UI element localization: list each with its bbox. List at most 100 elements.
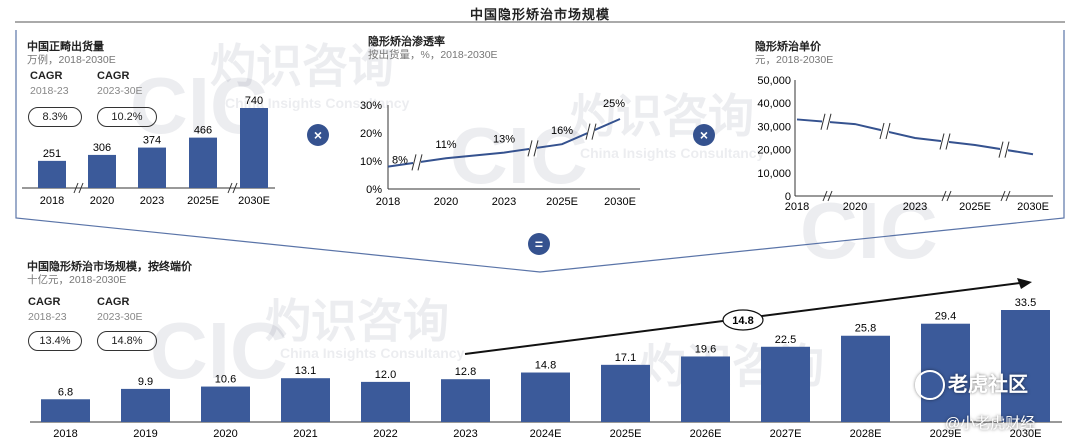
bar — [681, 356, 730, 422]
bar — [121, 388, 170, 422]
data-label: 6.8 — [58, 386, 73, 398]
line-break — [939, 133, 945, 150]
market-subtitle: 十亿元，2018-2030E — [27, 274, 127, 286]
x-tick-label: 2023 — [492, 196, 516, 208]
axis-break — [73, 182, 79, 194]
x-tick-label: 2020 — [90, 195, 114, 207]
data-label: 8% — [392, 155, 408, 167]
market-cagr-value-1: 13.4% — [28, 331, 82, 351]
bar — [41, 399, 90, 422]
data-label: 14.8 — [535, 360, 556, 372]
data-label: 33.5 — [1015, 297, 1036, 309]
brand-text: 老虎社区 — [948, 374, 1028, 396]
data-label: 17.1 — [615, 352, 636, 364]
data-label: 306 — [93, 142, 111, 154]
x-tick-label: 2025E — [959, 201, 991, 213]
data-label: 740 — [245, 95, 263, 107]
volume-cagr-value-2: 10.2% — [97, 107, 157, 127]
data-label: 10.6 — [215, 374, 236, 386]
y-tick-label: 20,000 — [757, 145, 791, 157]
data-label: 13.1 — [295, 365, 316, 377]
penetration-subtitle: 按出货量，%，2018-2030E — [368, 49, 498, 61]
bar — [281, 378, 330, 422]
market-title: 中国隐形矫治市场规模，按终端价 — [27, 261, 192, 273]
x-tick-label: 2023 — [903, 201, 927, 213]
y-tick-label: 40,000 — [757, 98, 791, 110]
bar — [521, 372, 570, 422]
line-break — [591, 123, 597, 140]
page-title: 中国隐形矫治市场规模 — [469, 7, 610, 22]
x-tick-label: 2029E — [930, 428, 962, 440]
x-tick-label: 2026E — [690, 428, 722, 440]
y-tick-label: 20% — [360, 128, 382, 140]
market-bar-chart: 6.8 2018 9.9 2019 10.6 2020 13.1 2021 12.0 2022 12… — [30, 278, 1062, 440]
data-label: 29.4 — [935, 311, 956, 323]
line-break — [1004, 141, 1010, 158]
line-break — [585, 123, 591, 140]
data-label: 12.0 — [375, 369, 396, 381]
handle-text: @小老虎财经 — [945, 415, 1036, 432]
axis-break — [941, 190, 947, 202]
axis-break — [1005, 190, 1011, 202]
bar — [441, 379, 490, 422]
line-break — [998, 141, 1004, 158]
y-tick-label: 10% — [360, 156, 382, 168]
axis-break — [822, 190, 828, 202]
bar — [240, 108, 268, 188]
y-tick-label: 0 — [785, 191, 791, 203]
x-tick-label: 2023 — [453, 428, 477, 440]
volume-cagr-period-1: 2018-23 — [30, 85, 69, 97]
bar — [138, 147, 166, 188]
market-cagr-value-2: 14.8% — [97, 331, 157, 351]
trend-label: 14.8 — [732, 315, 753, 327]
trend-label-badge — [722, 309, 764, 331]
y-tick-label: 10,000 — [757, 168, 791, 180]
volume-cagr-value-1: 8.3% — [28, 107, 82, 127]
axis-break — [1000, 190, 1006, 202]
axis-break — [78, 182, 84, 194]
line-break-gap — [529, 139, 537, 158]
multiply-icon: × — [307, 124, 329, 146]
equals-icon: = — [528, 233, 550, 255]
x-tick-label: 2030E — [1010, 428, 1042, 440]
axis-break — [232, 182, 238, 194]
x-tick-label: 2030E — [1017, 201, 1049, 213]
bar — [189, 137, 217, 188]
x-tick-label: 2030E — [238, 195, 270, 207]
data-label: 13% — [493, 134, 515, 146]
bar — [601, 364, 650, 422]
data-label: 9.9 — [138, 376, 153, 388]
data-label: 466 — [194, 125, 212, 137]
x-tick-label: 2025E — [546, 196, 578, 208]
line-break — [533, 140, 539, 157]
y-tick-label: 50,000 — [757, 75, 791, 87]
x-tick-label: 2018 — [376, 196, 400, 208]
x-tick-label: 2027E — [770, 428, 802, 440]
data-label: 251 — [43, 148, 61, 160]
line-break-gap — [881, 122, 889, 141]
volume-cagr-period-2: 2023-30E — [97, 85, 143, 97]
bar — [201, 386, 250, 422]
x-tick-label: 2021 — [293, 428, 317, 440]
trend-arrowhead — [1017, 278, 1032, 289]
price-title: 隐形矫治单价 — [755, 41, 821, 53]
axis-break — [946, 190, 952, 202]
x-tick-label: 2018 — [785, 201, 809, 213]
line-break — [527, 140, 533, 157]
line-break-gap — [413, 153, 421, 172]
y-tick-label: 30,000 — [757, 121, 791, 133]
penetration-title: 隐形矫治渗透率 — [368, 36, 445, 48]
series-line — [387, 118, 621, 168]
x-tick-label: 2028E — [850, 428, 882, 440]
line-break — [885, 122, 891, 140]
data-label: 374 — [143, 135, 161, 147]
market-cagr-label: CAGR — [97, 296, 130, 308]
line-break-gap — [587, 122, 595, 141]
market-cagr-label: CAGR — [28, 296, 61, 308]
bar — [38, 160, 66, 188]
line-break-gap — [822, 112, 830, 131]
line-break — [411, 154, 417, 171]
data-label: 22.5 — [775, 334, 796, 346]
bar — [761, 346, 810, 422]
bar — [88, 154, 116, 188]
